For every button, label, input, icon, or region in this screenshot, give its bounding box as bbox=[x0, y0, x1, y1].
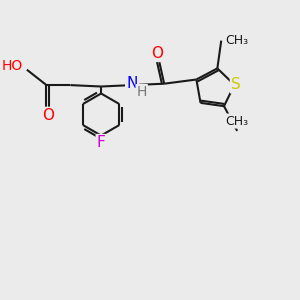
Text: O: O bbox=[151, 46, 163, 61]
Text: O: O bbox=[42, 108, 54, 123]
Text: CH₃: CH₃ bbox=[225, 34, 249, 47]
Text: CH₃: CH₃ bbox=[226, 115, 249, 128]
Text: H: H bbox=[136, 85, 147, 99]
Text: F: F bbox=[97, 135, 106, 150]
Text: HO: HO bbox=[2, 59, 22, 73]
Text: S: S bbox=[231, 77, 241, 92]
Text: N: N bbox=[126, 76, 138, 91]
